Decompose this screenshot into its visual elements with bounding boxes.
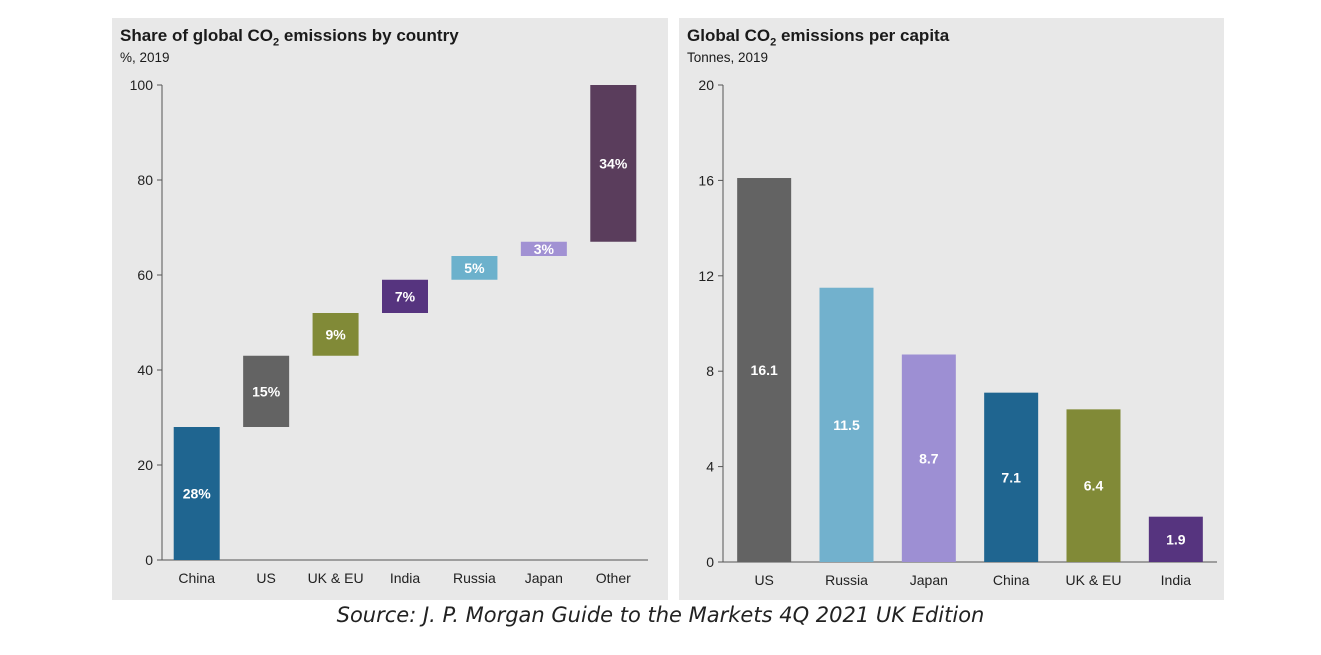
y-tick-label: 0 bbox=[706, 554, 714, 570]
x-tick-label: India bbox=[390, 570, 421, 586]
bar bbox=[1148, 516, 1203, 562]
x-tick-label: China bbox=[178, 570, 215, 586]
y-tick-label: 80 bbox=[137, 172, 153, 188]
x-tick-label: UK & EU bbox=[1065, 572, 1121, 588]
bar bbox=[984, 392, 1039, 562]
y-tick-label: 8 bbox=[706, 363, 714, 379]
data-label: 6.4 bbox=[1084, 478, 1104, 494]
data-label: 8.7 bbox=[919, 450, 939, 466]
x-tick-label: Other bbox=[596, 570, 631, 586]
y-tick-label: 0 bbox=[145, 552, 153, 568]
bar bbox=[520, 241, 567, 256]
y-tick-label: 40 bbox=[137, 362, 153, 378]
bar bbox=[382, 279, 428, 313]
x-tick-label: China bbox=[993, 572, 1030, 588]
x-tick-label: Japan bbox=[525, 570, 563, 586]
bar bbox=[590, 85, 637, 242]
data-label: 7% bbox=[395, 288, 416, 304]
y-tick-label: 100 bbox=[130, 77, 154, 93]
x-tick-label: Russia bbox=[825, 572, 868, 588]
x-tick-label: Japan bbox=[910, 572, 948, 588]
x-tick-label: UK & EU bbox=[308, 570, 364, 586]
y-tick-label: 20 bbox=[137, 457, 153, 473]
chart-subtitle: Tonnes, 2019 bbox=[687, 50, 769, 65]
data-label: 16.1 bbox=[751, 362, 778, 378]
chart-subtitle: %, 2019 bbox=[120, 50, 170, 65]
bar bbox=[737, 178, 792, 562]
bar bbox=[173, 427, 220, 560]
bar bbox=[819, 287, 874, 562]
x-tick-label: US bbox=[256, 570, 275, 586]
chart-title: Share of global CO2 emissions by country bbox=[120, 26, 459, 49]
data-label: 28% bbox=[183, 486, 212, 502]
bar bbox=[1066, 409, 1121, 562]
bar bbox=[901, 354, 956, 562]
share-emissions-plot: 0 20 40 60 80 100 28% China 15% US 9% UK & EU 7% Indi… bbox=[130, 77, 648, 586]
data-label: 5% bbox=[464, 260, 485, 276]
bar bbox=[243, 355, 290, 427]
bar bbox=[312, 313, 359, 356]
data-label: 11.5 bbox=[833, 417, 860, 433]
y-tick-label: 60 bbox=[137, 267, 153, 283]
data-label: 1.9 bbox=[1166, 531, 1186, 547]
y-tick-label: 16 bbox=[698, 172, 714, 188]
data-label: 15% bbox=[252, 383, 281, 399]
source-caption: Source: J. P. Morgan Guide to the Market… bbox=[336, 603, 985, 627]
data-label: 9% bbox=[325, 326, 346, 342]
x-tick-label: Russia bbox=[453, 570, 496, 586]
y-tick-label: 20 bbox=[698, 77, 714, 93]
bar bbox=[451, 256, 498, 280]
y-tick-label: 12 bbox=[698, 268, 714, 284]
data-label: 3% bbox=[534, 241, 555, 257]
x-tick-label: US bbox=[754, 572, 773, 588]
y-tick-label: 4 bbox=[706, 459, 714, 475]
chart-title: Global CO2 emissions per capita bbox=[687, 26, 950, 49]
per-capita-plot: 0 4 8 12 16 20 16.1 US 11.5 Russia 8.7 Japan 7.1 Chin… bbox=[698, 77, 1217, 588]
share-emissions-chart: Share of global CO2 emissions by country… bbox=[112, 18, 668, 600]
x-tick-label: India bbox=[1161, 572, 1192, 588]
data-label: 34% bbox=[599, 155, 628, 171]
data-label: 7.1 bbox=[1001, 469, 1021, 485]
per-capita-chart: Global CO2 emissions per capita Tonnes, … bbox=[679, 18, 1224, 600]
